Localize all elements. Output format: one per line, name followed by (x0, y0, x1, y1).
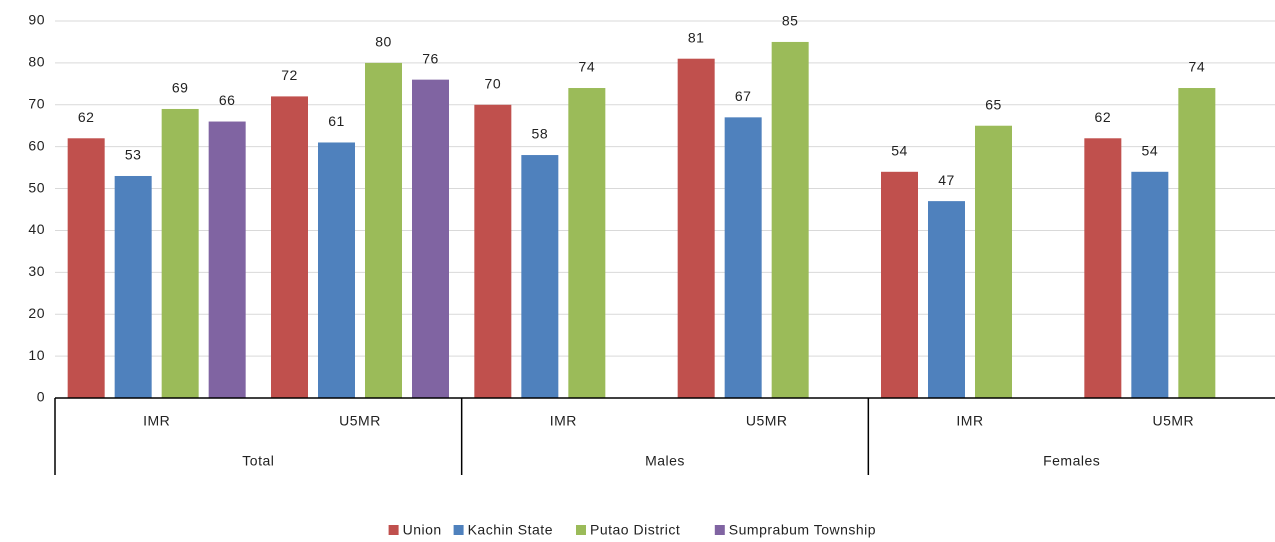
y-tick-label: 90 (28, 12, 45, 28)
data-label: 58 (532, 126, 549, 142)
x-tick-label: IMR (143, 413, 170, 429)
bar (1131, 171, 1169, 398)
group-label: Total (242, 453, 274, 469)
x-tick-label: IMR (550, 413, 577, 429)
legend-swatch (714, 525, 725, 535)
y-tick-label: 20 (28, 305, 45, 321)
data-label: 47 (938, 172, 955, 188)
data-label: 54 (1142, 143, 1159, 159)
y-tick-label: 80 (28, 54, 45, 70)
bar (881, 171, 918, 398)
x-tick-label: IMR (956, 413, 983, 429)
y-tick-label: 70 (28, 95, 45, 111)
data-label: 85 (782, 13, 799, 29)
data-label: 74 (1189, 59, 1206, 75)
bar (161, 108, 199, 398)
group-label: Females (1043, 453, 1100, 469)
bar (975, 125, 1012, 398)
bar (1084, 138, 1122, 399)
data-label: 67 (735, 88, 752, 104)
y-tick-label: 40 (28, 221, 45, 237)
bar (724, 117, 762, 398)
data-label: 65 (985, 96, 1002, 112)
bar (67, 138, 105, 399)
bar (1178, 88, 1216, 399)
legend-label: Sumprabum Township (729, 522, 876, 538)
legend-label: Putao District (590, 522, 680, 538)
group-label: Males (645, 453, 685, 469)
y-tick-label: 0 (37, 389, 45, 405)
bar (771, 41, 809, 398)
legend-swatch (388, 525, 399, 535)
legend-swatch (453, 525, 464, 535)
data-label: 62 (1095, 109, 1112, 125)
data-label: 69 (172, 80, 189, 96)
x-tick-label: U5MR (339, 413, 381, 429)
data-label: 70 (485, 75, 502, 91)
bar (928, 201, 965, 398)
data-label: 61 (328, 113, 345, 129)
bar (412, 79, 449, 399)
x-tick-label: U5MR (1152, 413, 1194, 429)
bar (271, 96, 308, 399)
bar (114, 175, 152, 398)
y-tick-label: 10 (28, 347, 45, 363)
data-label: 53 (125, 147, 142, 163)
bar (474, 104, 512, 399)
bar (365, 62, 402, 399)
bar (568, 88, 606, 399)
bar (318, 142, 355, 398)
data-label: 72 (281, 67, 298, 83)
data-label: 66 (219, 92, 236, 108)
data-label: 54 (891, 143, 908, 159)
bar (521, 155, 559, 398)
data-label: 74 (579, 59, 596, 75)
y-tick-label: 30 (28, 263, 45, 279)
legend-swatch (576, 525, 586, 535)
data-label: 76 (422, 50, 439, 66)
x-tick-label: U5MR (746, 413, 788, 429)
bar (677, 58, 715, 398)
y-tick-label: 60 (28, 137, 45, 153)
data-label: 62 (78, 109, 95, 125)
data-label: 81 (688, 29, 705, 45)
y-tick-label: 50 (28, 179, 45, 195)
legend-label: Union (403, 522, 442, 538)
bar (208, 121, 246, 399)
data-label: 80 (375, 34, 392, 50)
legend-label: Kachin State (468, 522, 553, 538)
